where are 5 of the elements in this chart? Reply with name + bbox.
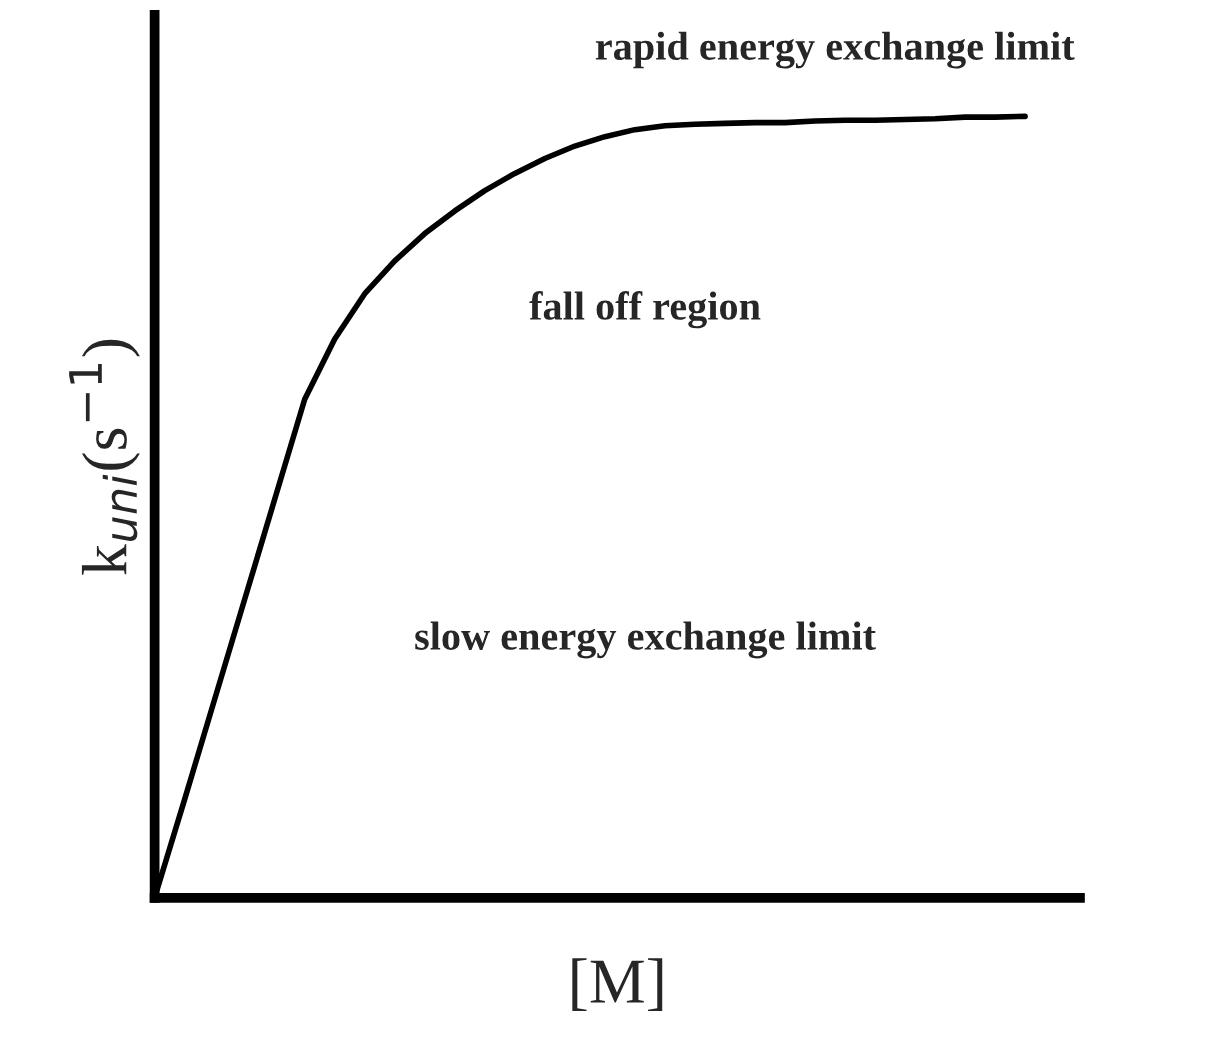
annotation: fall off region xyxy=(529,291,761,329)
y-axis-title: k$_{uni}$(s$^{−1}$) xyxy=(69,339,140,575)
text: rapid energy exchange limit xyxy=(595,31,1075,69)
annotation: slow energy exchange limit xyxy=(415,621,876,659)
x-axis-title: [M] xyxy=(572,958,663,1012)
